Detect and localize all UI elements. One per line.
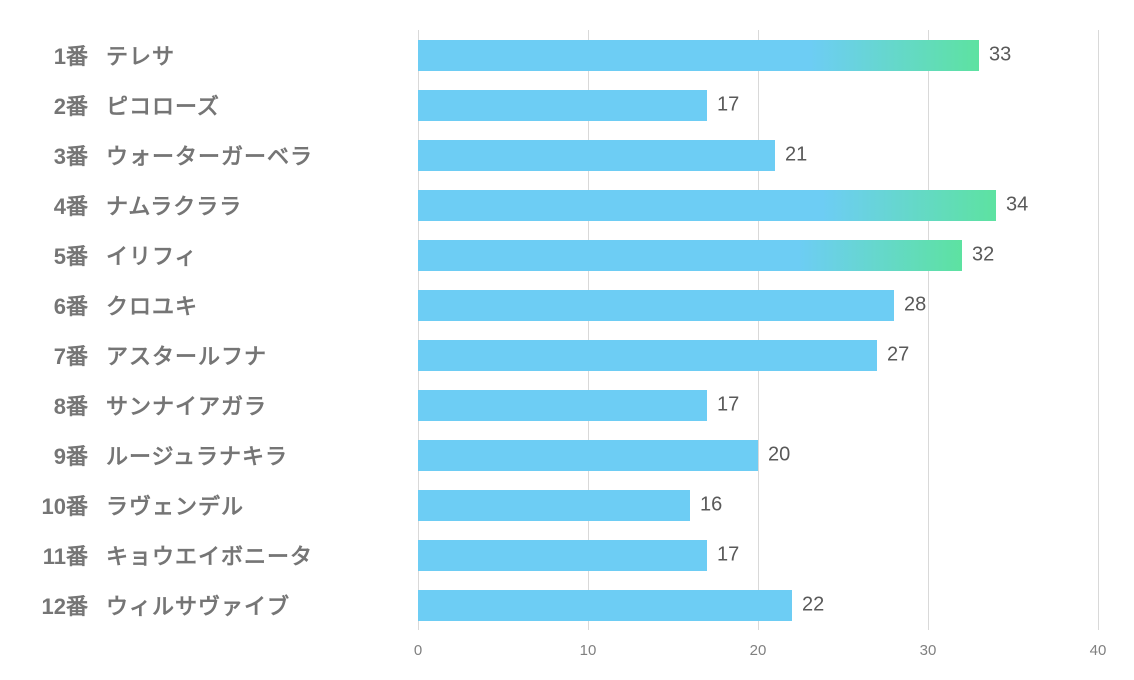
bar-chart: 1番テレサ2番ピコローズ3番ウォーターガーベラ4番ナムラクララ5番イリフィ6番ク…: [0, 0, 1134, 680]
bar-row: 20: [418, 430, 1098, 480]
x-tick-label: 20: [750, 642, 767, 659]
rank-label: 6番: [0, 289, 88, 321]
bar-row: 28: [418, 280, 1098, 330]
name-label: アスタールフナ: [106, 339, 267, 371]
bar-value-label: 17: [717, 544, 739, 567]
name-label: ルージュラナキラ: [106, 439, 288, 471]
name-label: イリフィ: [106, 239, 198, 271]
x-tick-label: 40: [1090, 642, 1107, 659]
name-label: ピコローズ: [106, 89, 220, 121]
label-row: 7番アスタールフナ: [0, 330, 405, 380]
name-label: キョウエイボニータ: [106, 539, 313, 571]
bar-value-label: 17: [717, 394, 739, 417]
label-row: 9番ルージュラナキラ: [0, 430, 405, 480]
rank-label: 10番: [0, 489, 88, 521]
label-row: 2番ピコローズ: [0, 80, 405, 130]
bar: 17: [418, 90, 707, 121]
bar-value-label: 33: [989, 44, 1011, 67]
bar: 17: [418, 390, 707, 421]
x-axis: 010203040: [418, 642, 1098, 662]
label-row: 12番ウィルサヴァイブ: [0, 580, 405, 630]
label-row: 11番キョウエイボニータ: [0, 530, 405, 580]
rank-label: 9番: [0, 439, 88, 471]
bar-row: 17: [418, 380, 1098, 430]
rank-label: 4番: [0, 189, 88, 221]
label-row: 6番クロユキ: [0, 280, 405, 330]
y-axis-labels: 1番テレサ2番ピコローズ3番ウォーターガーベラ4番ナムラクララ5番イリフィ6番ク…: [0, 30, 405, 630]
label-row: 5番イリフィ: [0, 230, 405, 280]
bar-row: 17: [418, 530, 1098, 580]
bar-value-label: 32: [972, 244, 994, 267]
bar-row: 32: [418, 230, 1098, 280]
bar: 28: [418, 290, 894, 321]
name-label: ラヴェンデル: [106, 489, 244, 521]
x-tick-label: 0: [414, 642, 422, 659]
bar-row: 34: [418, 180, 1098, 230]
bar-row: 16: [418, 480, 1098, 530]
bar-value-label: 22: [802, 594, 824, 617]
name-label: ナムラクララ: [106, 189, 242, 221]
bar: 32: [418, 240, 962, 271]
label-row: 4番ナムラクララ: [0, 180, 405, 230]
bar: 16: [418, 490, 690, 521]
bar-row: 17: [418, 80, 1098, 130]
rank-label: 3番: [0, 139, 88, 171]
label-row: 3番ウォーターガーベラ: [0, 130, 405, 180]
bar: 34: [418, 190, 996, 221]
bar-value-label: 27: [887, 344, 909, 367]
gridline: [1098, 30, 1099, 630]
bar: 21: [418, 140, 775, 171]
bar: 22: [418, 590, 792, 621]
name-label: サンナイアガラ: [106, 389, 267, 421]
rank-label: 8番: [0, 389, 88, 421]
label-row: 10番ラヴェンデル: [0, 480, 405, 530]
rank-label: 5番: [0, 239, 88, 271]
label-row: 8番サンナイアガラ: [0, 380, 405, 430]
bar-value-label: 17: [717, 94, 739, 117]
label-row: 1番テレサ: [0, 30, 405, 80]
rank-label: 2番: [0, 89, 88, 121]
rank-label: 1番: [0, 39, 88, 71]
bar-rows: 33 17 21 34 32 28 27 17 20 16 17 22: [418, 30, 1098, 630]
bar: 33: [418, 40, 979, 71]
bar-value-label: 21: [785, 144, 807, 167]
bar-row: 33: [418, 30, 1098, 80]
bar-value-label: 28: [904, 294, 926, 317]
rank-label: 12番: [0, 589, 88, 621]
bar-row: 21: [418, 130, 1098, 180]
bar: 20: [418, 440, 758, 471]
x-tick-label: 10: [580, 642, 597, 659]
rank-label: 11番: [0, 539, 88, 571]
bar-row: 27: [418, 330, 1098, 380]
name-label: クロユキ: [106, 289, 198, 321]
plot-area: 33 17 21 34 32 28 27 17 20 16 17 22: [418, 30, 1098, 630]
name-label: ウィルサヴァイブ: [106, 589, 290, 621]
name-label: テレサ: [106, 39, 175, 71]
x-tick-label: 30: [920, 642, 937, 659]
bar: 17: [418, 540, 707, 571]
bar-value-label: 34: [1006, 194, 1028, 217]
rank-label: 7番: [0, 339, 88, 371]
bar-row: 22: [418, 580, 1098, 630]
name-label: ウォーターガーベラ: [106, 139, 313, 171]
bar-value-label: 20: [768, 444, 790, 467]
bar-value-label: 16: [700, 494, 722, 517]
bar: 27: [418, 340, 877, 371]
